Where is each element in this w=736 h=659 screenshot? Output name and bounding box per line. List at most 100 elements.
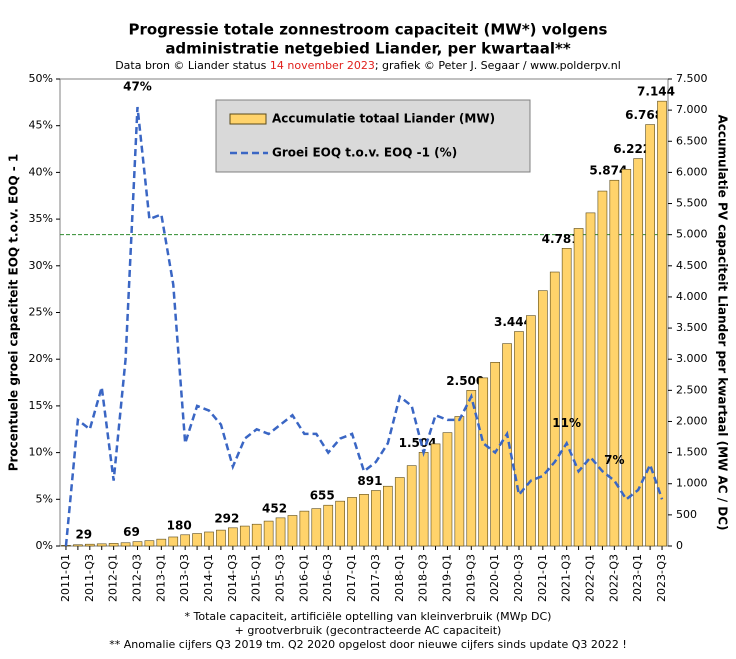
y2-tick-label: 5.000 <box>676 228 708 241</box>
bar-value-label: 6.768 <box>625 108 663 122</box>
bar <box>561 248 572 547</box>
bar <box>359 494 369 547</box>
y-tick-label: 40% <box>29 165 53 178</box>
x-tick-label: 2012-Q1 <box>107 554 120 602</box>
x-tick-label: 2022-Q1 <box>584 554 597 602</box>
bar <box>275 517 286 547</box>
bar <box>442 432 453 547</box>
y-tick-label: 35% <box>29 212 53 225</box>
bar <box>299 510 310 547</box>
y2-tick-label: 4.000 <box>676 290 708 303</box>
bar <box>371 490 381 547</box>
y2-tick-label: 6.000 <box>676 165 708 178</box>
bar-value-label: 6.222 <box>613 142 651 156</box>
line <box>64 106 664 547</box>
y-tick-label: 50% <box>29 72 53 85</box>
bar <box>192 533 202 547</box>
bar <box>204 531 214 547</box>
bar <box>621 168 632 547</box>
y-tick-label: 25% <box>29 306 53 319</box>
y-tick-label: 5% <box>36 492 53 505</box>
bar <box>454 416 465 547</box>
bar <box>514 331 524 547</box>
bar <box>168 536 179 547</box>
bar-value-label: 655 <box>310 489 335 503</box>
bar-value-label: 292 <box>214 511 239 525</box>
x-tick-label: 2023-Q3 <box>655 554 668 602</box>
subtitle-part: 14 november 2023 <box>270 59 375 72</box>
x-tick-label: 2021-Q1 <box>536 554 549 602</box>
bar-value-label: 3.444 <box>494 315 532 329</box>
bar <box>108 543 119 547</box>
x-tick-label: 2016-Q1 <box>297 554 310 602</box>
footnote: * Totale capaciteit, artificiële optelli… <box>185 610 552 623</box>
bar <box>84 543 95 547</box>
x-tick-label: 2019-Q1 <box>440 554 453 602</box>
legend-label: Groei EOQ t.o.v. EOQ -1 (%) <box>272 146 457 160</box>
bar <box>418 452 429 547</box>
bar <box>657 100 667 547</box>
bar <box>132 541 143 547</box>
bar <box>311 508 322 547</box>
x-tick-label: 2014-Q1 <box>202 554 215 602</box>
x-tick-label: 2011-Q3 <box>83 554 96 602</box>
footnote: + grootverbruik (gecontracteerde AC capa… <box>235 624 502 637</box>
y2-tick-label: 2.000 <box>676 414 708 427</box>
bar <box>573 228 584 547</box>
y2-tick-label: 0 <box>676 539 683 552</box>
x-tick-label: 2013-Q1 <box>154 554 167 602</box>
legend-label: Accumulatie totaal Liander (MW) <box>272 112 495 126</box>
bar <box>609 179 620 547</box>
bar <box>383 485 393 547</box>
bar <box>406 465 417 547</box>
x-tick-label: 2015-Q3 <box>274 554 287 602</box>
y2-tick-label: 3.000 <box>676 352 708 365</box>
chart-title: administratie netgebied Liander, per kwa… <box>165 40 571 58</box>
x-tick-label: 2022-Q3 <box>607 554 620 602</box>
x-tick-label: 2018-Q3 <box>417 554 430 602</box>
bar-value-label: 5.874 <box>589 164 627 178</box>
y2-tick-label: 7.500 <box>676 72 708 85</box>
bar <box>549 271 560 547</box>
x-tick-label: 2020-Q3 <box>512 554 525 602</box>
subtitle-part: Data bron © Liander status <box>115 59 270 72</box>
bar <box>239 525 250 547</box>
y2-tick-label: 7.000 <box>676 103 708 116</box>
bar <box>394 477 405 547</box>
bar-value-label: 7.144 <box>637 85 675 99</box>
chart-title: Progressie totale zonnestroom capaciteit… <box>128 21 607 39</box>
x-tick-label: 2017-Q3 <box>369 554 382 602</box>
x-tick-label: 2021-Q3 <box>560 554 573 602</box>
bar <box>96 543 107 547</box>
bar <box>633 158 644 547</box>
bar <box>585 212 596 547</box>
x-tick-label: 2015-Q1 <box>250 554 263 602</box>
bar <box>347 497 357 547</box>
y-tick-label: 10% <box>29 446 53 459</box>
bar <box>73 544 83 547</box>
y-tick-label: 20% <box>29 352 53 365</box>
y2-axis-label: Accumulatie PV capaciteit Liander per kw… <box>716 114 730 530</box>
y-tick-label: 0% <box>36 539 53 552</box>
bar-value-label: 891 <box>357 474 382 488</box>
x-tick-label: 2019-Q3 <box>464 554 477 602</box>
x-tick-label: 2013-Q3 <box>178 554 191 602</box>
x-tick-label: 2014-Q3 <box>226 554 239 602</box>
bar <box>287 515 298 547</box>
y-tick-label: 15% <box>29 399 53 412</box>
bar <box>216 529 226 547</box>
legend-swatch <box>229 113 267 125</box>
bar <box>526 315 536 547</box>
x-tick-label: 2011-Q1 <box>59 554 72 602</box>
bar-value-label: 2.500 <box>446 374 484 388</box>
bar <box>323 504 334 547</box>
x-tick-label: 2016-Q3 <box>321 554 334 602</box>
bar <box>466 390 477 547</box>
bar <box>502 343 512 547</box>
y2-tick-label: 500 <box>676 508 697 521</box>
y2-tick-label: 2.500 <box>676 383 708 396</box>
bar-value-label: 29 <box>75 528 92 542</box>
bar <box>645 124 655 547</box>
x-tick-label: 2017-Q1 <box>345 554 358 602</box>
